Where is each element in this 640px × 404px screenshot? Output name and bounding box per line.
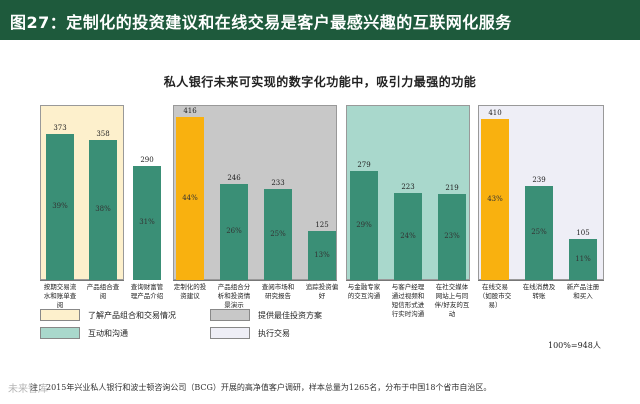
value-label: 105 [576, 229, 590, 237]
value-label: 290 [140, 156, 154, 164]
percent-label: 29% [356, 220, 372, 229]
category-label: 在线交易（如股市交易） [478, 283, 512, 309]
category-label: 与客户经理通过视频和短信形式进行实时沟通 [391, 283, 425, 318]
category-label: 产品组合分析和投资情景演示 [217, 283, 251, 309]
percent-label: 13% [314, 250, 330, 259]
value-label: 246 [227, 174, 241, 182]
bar [525, 186, 553, 280]
value-label: 410 [488, 109, 502, 117]
legend-swatch [210, 309, 250, 321]
bar [308, 231, 336, 280]
legend-label: 了解产品组合和交易情况 [88, 311, 176, 320]
percent-label: 43% [487, 194, 503, 203]
legend-swatch [40, 309, 80, 321]
value-label: 223 [401, 183, 415, 191]
bar [133, 166, 161, 280]
axis-3 [346, 280, 470, 281]
chart-title: 私人银行未来可实现的数字化功能中，吸引力最强的功能 [163, 75, 477, 89]
value-label: 219 [445, 184, 459, 192]
bar [350, 171, 378, 280]
legend-swatch [210, 327, 250, 339]
percent-label: 38% [95, 205, 111, 213]
category-label: 新产品注册和买入 [566, 283, 600, 300]
percent-label: 11% [575, 254, 591, 263]
value-label: 239 [532, 176, 546, 184]
bar [438, 194, 466, 280]
percent-label: 25% [531, 228, 547, 236]
value-label: 125 [315, 221, 329, 229]
bar [220, 184, 248, 280]
percent-label: 39% [52, 202, 68, 210]
category-label: 产品组合查阅 [86, 283, 120, 300]
figure-title: 图27：定制化的投资建议和在线交易是客户最感兴趣的互联网化服务 [10, 13, 512, 32]
axis-2 [173, 280, 337, 281]
percent-label: 25% [270, 229, 286, 238]
value-label: 373 [53, 124, 67, 132]
percent-label: 24% [400, 231, 416, 240]
bar [264, 189, 292, 280]
figure-header: 图27：定制化的投资建议和在线交易是客户最感兴趣的互联网化服务 [0, 0, 640, 40]
category-label: 定制化的投资建议 [173, 283, 207, 300]
axis-4 [478, 280, 604, 281]
watermark: 未来智库 [8, 384, 48, 395]
source-note: 注：2015年兴业私人银行和波士顿咨询公司（BCG）开展的高净值客户调研，样本总… [30, 383, 492, 392]
bar [89, 140, 117, 280]
bar [569, 239, 597, 280]
percent-label: 26% [226, 227, 242, 235]
axis-1 [40, 280, 124, 281]
percent-label: 44% [182, 193, 198, 202]
category-label: 在社交媒体网站上与同伴/好友的互动 [434, 283, 470, 318]
bar [176, 117, 204, 280]
percent-label: 31% [139, 218, 155, 226]
category-label: 按期交易流水和账单查阅 [43, 283, 77, 309]
bar [394, 193, 422, 280]
value-label: 233 [271, 179, 285, 187]
category-label: 追踪投资偏好 [305, 283, 339, 300]
category-label: 查询财富管理产品介绍 [130, 283, 164, 300]
legend-label: 执行交易 [258, 329, 290, 338]
category-label: 查阅市场和研究报告 [261, 283, 295, 300]
legend-label: 提供最佳投资方案 [258, 311, 322, 320]
category-label: 与金融专家的交互沟通 [347, 283, 381, 300]
legend-swatch [40, 327, 80, 339]
total-note: 100%=948人 [548, 341, 601, 350]
legend-label: 互动和沟通 [88, 329, 128, 338]
value-label: 279 [357, 161, 371, 169]
value-label: 416 [183, 107, 197, 115]
value-label: 358 [96, 130, 110, 138]
bar [481, 119, 509, 280]
category-label: 在线消费及转账 [522, 283, 556, 300]
percent-label: 23% [444, 232, 460, 240]
bar [46, 134, 74, 280]
